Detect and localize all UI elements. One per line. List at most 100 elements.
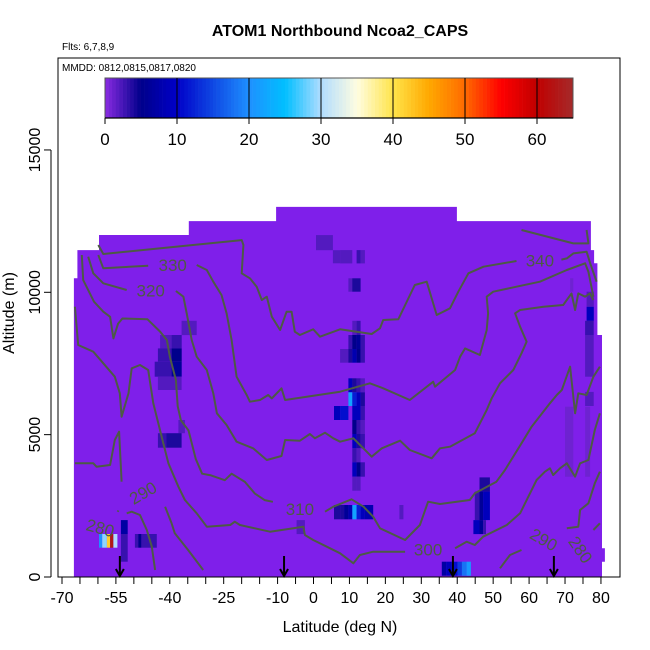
heatmap-cell [352, 476, 357, 491]
colorbar-swatch [504, 78, 509, 118]
colorbar-swatch [292, 78, 297, 118]
colorbar-swatch [105, 78, 109, 118]
heatmap-cell [348, 505, 353, 520]
colorbar-swatch [375, 78, 379, 118]
arrow-head [549, 568, 559, 579]
colorbar-swatch [220, 78, 225, 118]
x-tick-label: 50 [484, 590, 502, 607]
x-tick-label: 80 [592, 590, 610, 607]
colorbar-tick-label: 50 [456, 130, 475, 149]
heatmap-cell [348, 278, 353, 292]
colorbar-swatch [558, 78, 563, 118]
flight-marker-arrow-icon [448, 556, 458, 579]
colorbar-swatch [180, 78, 185, 118]
flight-marker-arrow-icon [114, 556, 125, 579]
heatmap-cell [344, 505, 349, 520]
y-tick-label: 15000 [27, 128, 44, 173]
colorbar-swatch [400, 78, 405, 118]
x-tick-label: 20 [376, 590, 394, 607]
heatmap-cell [352, 392, 357, 406]
colorbar-swatch [339, 78, 343, 118]
colorbar-swatch [569, 78, 574, 118]
colorbar-swatch [238, 78, 243, 118]
colorbar-swatch [249, 78, 253, 118]
colorbar-swatch [216, 78, 221, 118]
colorbar-swatch [133, 78, 138, 118]
colorbar-swatch [195, 78, 199, 118]
colorbar-swatch [274, 78, 279, 118]
colorbar-swatch [169, 78, 174, 118]
colorbar-swatch [411, 78, 415, 118]
colorbar-swatch [497, 78, 502, 118]
heatmap-cell [171, 348, 182, 362]
colorbar-swatch [457, 78, 462, 118]
contour-310: 310 [80, 254, 601, 541]
contour-label: 340 [526, 252, 554, 271]
x-tick-label: 60 [520, 590, 538, 607]
y-tick-label: 0 [27, 572, 44, 581]
colorbar-swatch [421, 78, 426, 118]
x-tick-label: 10 [341, 590, 359, 607]
contour-320: 320 [87, 256, 595, 461]
colorbar-swatch [331, 78, 336, 118]
heatmap-cell [106, 534, 111, 548]
colorbar-swatch [256, 78, 261, 118]
heatmap-cell [356, 335, 361, 349]
colorbar-swatch [130, 78, 135, 118]
heatmap-cell [356, 420, 361, 434]
contour-line [87, 256, 127, 291]
colorbar-swatch [533, 78, 538, 118]
arrow-head [448, 568, 458, 579]
colorbar-swatch [468, 78, 473, 118]
heatmap-cell [457, 561, 462, 576]
heatmap-cell [348, 392, 353, 406]
heatmap-cell [356, 392, 361, 406]
colorbar-swatch [281, 78, 286, 118]
colorbar-swatch [223, 78, 228, 118]
heatmap-cell [110, 534, 114, 548]
heatmap-cell [340, 349, 349, 363]
colorbar-swatch [472, 78, 477, 118]
contour-label: 300 [414, 541, 442, 560]
heatmap-cell [171, 361, 182, 377]
colorbar-swatch [187, 78, 192, 118]
colorbar-swatch [259, 78, 264, 118]
contour-line [454, 413, 601, 550]
colorbar-swatch [119, 78, 124, 118]
colorbar-swatch [263, 78, 268, 118]
heatmap-cell [474, 491, 480, 521]
colorbar-swatch [313, 78, 318, 118]
x-axis-label: Latitude (deg N) [283, 619, 398, 636]
y-tick-label: 10000 [27, 270, 44, 315]
colorbar-swatch [385, 78, 390, 118]
colorbar-tick-label: 20 [240, 130, 259, 149]
heatmap-cell [340, 406, 349, 420]
contour-line [97, 254, 149, 270]
heatmap-cell [360, 349, 365, 363]
colorbar-swatch [418, 78, 423, 118]
colorbar-swatch [303, 78, 307, 118]
contour-line [196, 262, 595, 403]
colorbar-swatch [295, 78, 300, 118]
x-tick-label: 0 [309, 590, 318, 607]
colorbar-swatch [357, 78, 361, 118]
colorbar-tick-label: 30 [312, 130, 331, 149]
colorbar-swatch [151, 78, 156, 118]
colorbar-swatch [540, 78, 545, 118]
colorbar-swatch [349, 78, 354, 118]
colorbar-swatch [159, 78, 163, 118]
colorbar-swatch [508, 78, 513, 118]
heatmap-cell [352, 462, 357, 477]
colorbar-swatch [544, 78, 549, 118]
colorbar-swatch [115, 78, 120, 118]
contour-line [116, 509, 120, 513]
colorbar: 0 10 20 30 40 50 60 [100, 77, 574, 149]
flight-marker-arrow-icon [549, 556, 559, 579]
x-tick-label: 30 [412, 590, 430, 607]
heatmap-cell [360, 335, 365, 349]
heatmap-cell [356, 434, 361, 449]
contour-line [126, 510, 157, 571]
y-tick-label: 5000 [27, 417, 44, 453]
contour-line [324, 365, 601, 541]
heatmap-cell [360, 250, 365, 264]
